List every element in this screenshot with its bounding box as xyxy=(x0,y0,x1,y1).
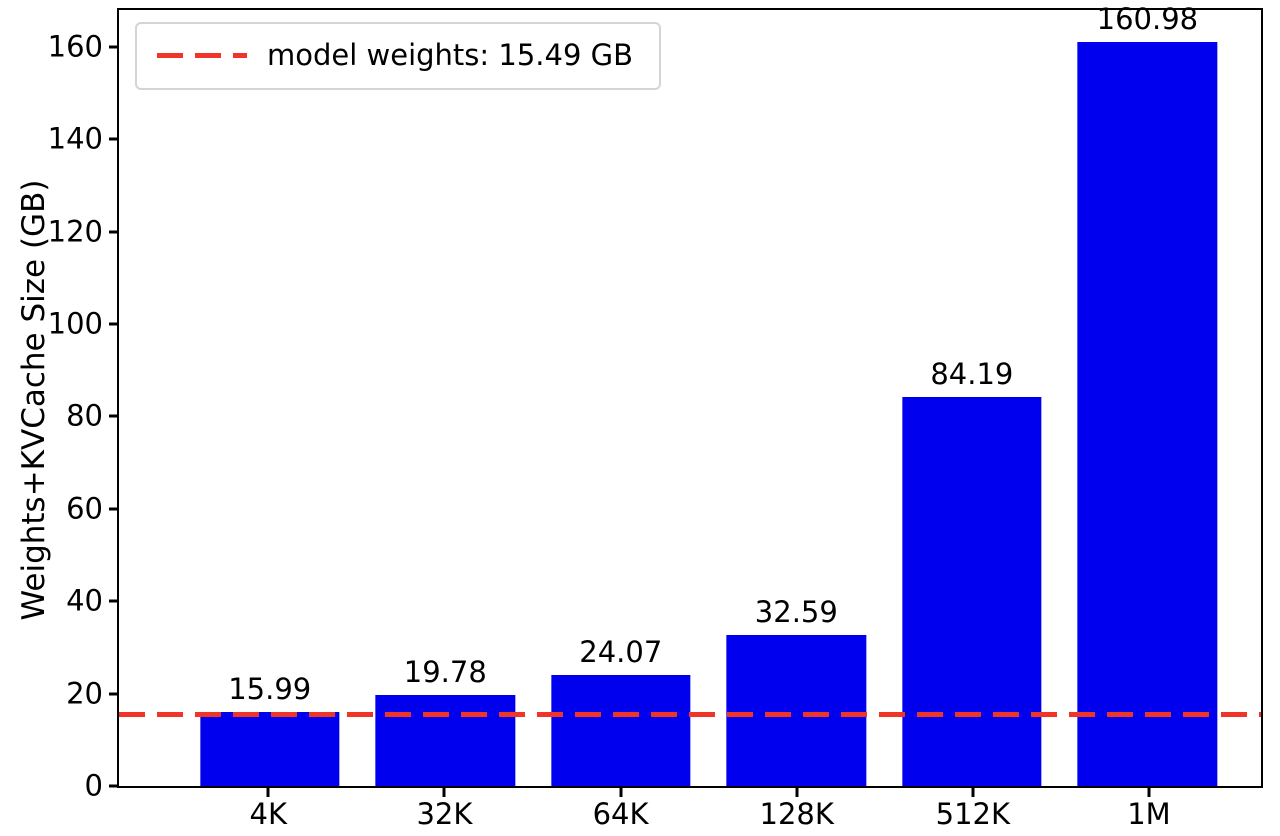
y-tick-label: 140 xyxy=(47,121,103,156)
bar xyxy=(1077,42,1218,786)
x-tick-label: 64K xyxy=(592,797,649,831)
bar xyxy=(200,712,340,786)
bar xyxy=(902,397,1042,786)
y-tick-label: 20 xyxy=(66,676,103,711)
bar-value-label: 160.98 xyxy=(1096,2,1199,37)
y-tick-mark xyxy=(109,45,119,49)
legend-dash-sample xyxy=(157,53,247,59)
x-tick-label: 32K xyxy=(416,797,473,831)
x-tick-label: 128K xyxy=(759,797,834,831)
x-tick-mark xyxy=(442,788,446,797)
y-tick-label: 60 xyxy=(66,491,103,526)
x-tick-mark xyxy=(1147,788,1151,797)
y-tick-label: 120 xyxy=(47,214,103,249)
y-tick-mark xyxy=(109,599,119,603)
x-tick-label: 1M xyxy=(1127,797,1171,831)
plot-area: 0 20 40 60 80 100 120 140 160 15.99 19.78 24.07 32.… xyxy=(48,2,1263,800)
x-tick-mark xyxy=(795,788,799,797)
bar xyxy=(551,674,691,786)
x-tick-mark xyxy=(619,788,623,797)
bar-value-label: 24.07 xyxy=(579,634,663,669)
x-tick-mark xyxy=(266,788,270,797)
x-tick-label: 4K xyxy=(249,797,287,831)
y-tick-label: 0 xyxy=(84,768,103,803)
bar xyxy=(726,635,866,786)
y-axis-title: Weights+KVCache Size (GB) xyxy=(16,179,52,621)
x-tick-mark xyxy=(971,788,975,797)
bar xyxy=(375,694,515,786)
y-tick-mark xyxy=(109,507,119,511)
y-tick-label: 100 xyxy=(47,306,103,341)
y-tick-label: 40 xyxy=(66,583,103,618)
x-tick-label: 512K xyxy=(935,797,1011,831)
y-tick-mark xyxy=(109,137,119,141)
legend-label: model weights: 15.49 GB xyxy=(267,38,633,72)
y-tick-mark xyxy=(109,230,119,234)
y-tick-mark xyxy=(109,784,119,788)
bar-value-label: 84.19 xyxy=(930,357,1014,392)
bar-value-label: 32.59 xyxy=(754,595,838,630)
model-weights-reference-line xyxy=(119,711,1261,717)
bar-value-label: 15.99 xyxy=(228,672,312,707)
x-axis-ticks: 4K 32K 64K 128K 512K 1M xyxy=(117,788,1263,836)
bar-value-label: 19.78 xyxy=(403,654,487,689)
y-tick-label: 80 xyxy=(66,398,103,433)
y-tick-mark xyxy=(109,322,119,326)
legend: model weights: 15.49 GB xyxy=(135,22,661,90)
y-tick-mark xyxy=(109,692,119,696)
y-tick-mark xyxy=(109,414,119,418)
y-tick-label: 160 xyxy=(47,29,103,64)
